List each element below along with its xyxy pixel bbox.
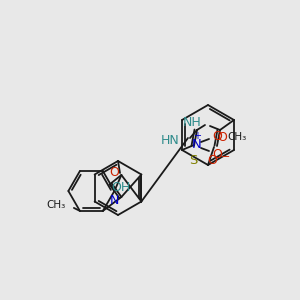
Text: S: S [189, 154, 197, 167]
Text: N: N [192, 139, 202, 152]
Text: N: N [110, 194, 119, 208]
Text: HN: HN [161, 134, 180, 146]
Text: CH₃: CH₃ [46, 200, 66, 210]
Text: +: + [193, 131, 201, 141]
Text: OH: OH [111, 181, 130, 194]
Text: O: O [212, 130, 222, 143]
Text: CH₃: CH₃ [227, 132, 246, 142]
Text: O: O [217, 131, 227, 144]
Text: −: − [221, 152, 230, 162]
Text: O: O [207, 154, 217, 167]
Text: O: O [212, 148, 222, 161]
Text: NH: NH [183, 116, 202, 128]
Text: O: O [110, 166, 119, 178]
